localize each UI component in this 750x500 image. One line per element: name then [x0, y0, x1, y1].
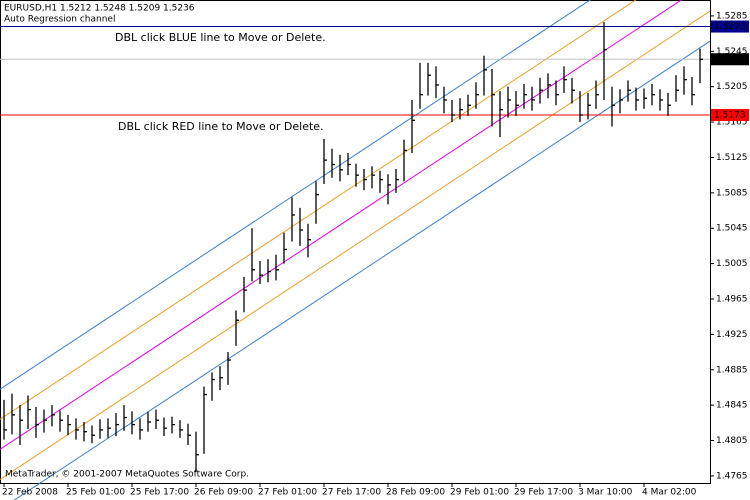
- price-label: 1.5273: [714, 22, 746, 32]
- y-tick-label: 1.4965: [716, 295, 748, 305]
- annotation: DBL click RED line to Move or Delete.: [118, 120, 324, 133]
- x-tick-label: 26 Feb 09:00: [194, 488, 253, 498]
- y-tick-label: 1.4885: [716, 365, 748, 375]
- y-tick-label: 1.5165: [716, 118, 748, 128]
- x-tick-label: 3 Mar 10:00: [578, 488, 633, 498]
- channel-line: [13, 40, 711, 500]
- chart-subtitle: Auto Regression channel: [4, 15, 115, 25]
- y-tick-label: 1.4845: [716, 401, 748, 411]
- channel-line: [0, 10, 711, 480]
- x-tick-label: 29 Feb 17:00: [514, 488, 573, 498]
- annotation: DBL click BLUE line to Move or Delete.: [115, 31, 326, 44]
- price-label: 1.5236: [714, 55, 746, 65]
- chart-title: EURUSD,H1 1.5212 1.5248 1.5209 1.5236: [4, 4, 195, 14]
- price-label: 1.5173: [714, 111, 746, 121]
- x-tick-label: 4 Mar 02:00: [642, 488, 697, 498]
- y-tick-label: 1.5205: [716, 82, 748, 92]
- x-tick-label: 25 Feb 17:00: [130, 488, 189, 498]
- plot-area: [0, 0, 711, 500]
- footer: MetaTrader, © 2001-2007 MetaQuotes Softw…: [5, 470, 249, 480]
- price-label-box: [711, 20, 749, 33]
- plot-frame: [0, 0, 711, 484]
- y-tick-label: 1.5125: [716, 153, 748, 163]
- x-tick-label: 27 Feb 17:00: [322, 488, 381, 498]
- y-tick-label: 1.4805: [716, 436, 748, 446]
- x-tick-label: 25 Feb 01:00: [66, 488, 125, 498]
- x-tick-label: 27 Feb 01:00: [258, 488, 317, 498]
- channel-line: [0, 0, 637, 420]
- x-tick-label: 29 Feb 01:00: [450, 488, 509, 498]
- y-tick-label: 1.5245: [716, 47, 748, 57]
- x-tick-label: 22 Feb 2008: [2, 488, 58, 498]
- price-label-box: [711, 53, 749, 66]
- y-tick-label: 1.5285: [716, 11, 748, 21]
- channel-line: [0, 0, 591, 390]
- price-label-box: [711, 109, 749, 121]
- x-tick-label: 28 Feb 09:00: [386, 488, 445, 498]
- y-tick-label: 1.5005: [716, 259, 748, 269]
- y-tick-label: 1.5045: [716, 224, 748, 234]
- y-tick-label: 1.4925: [716, 330, 748, 340]
- y-tick-label: 1.4765: [716, 471, 748, 481]
- y-tick-label: 1.5085: [716, 188, 748, 198]
